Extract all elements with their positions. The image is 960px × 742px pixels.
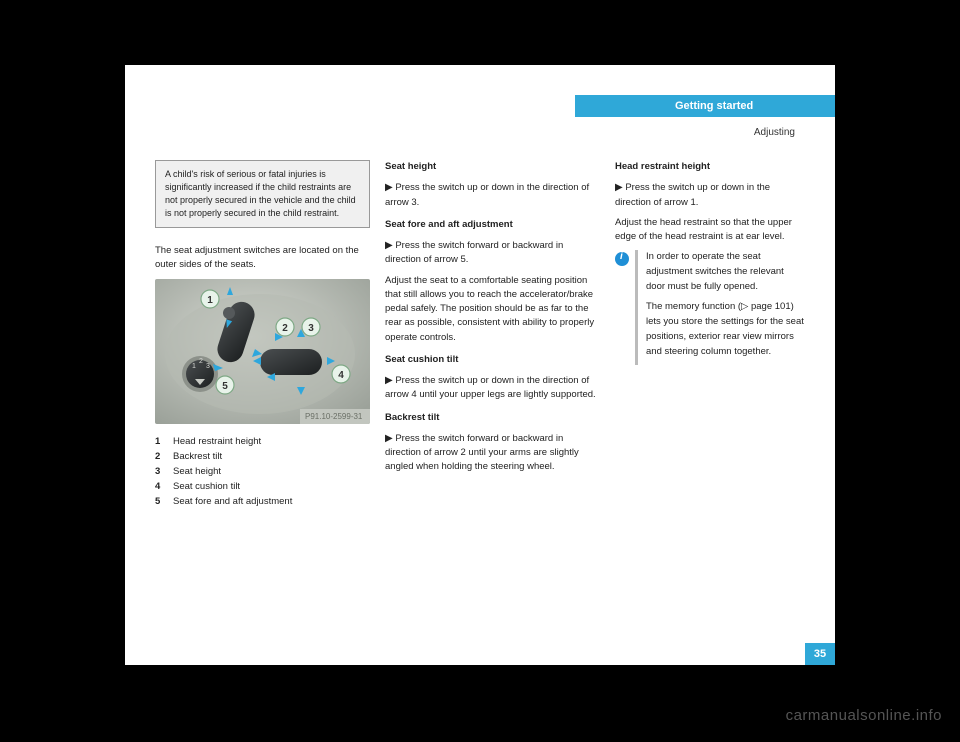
info-icon — [615, 252, 629, 266]
legend-row: 4Seat cushion tilt — [155, 479, 370, 494]
memory-label-2: 2 — [199, 358, 203, 365]
seat-foreaft-bullet: ▶ Press the switch forward or backward i… — [385, 238, 600, 268]
callout-1: 1 — [207, 295, 213, 306]
warning-box: A child's risk of serious or fatal injur… — [155, 160, 370, 228]
page-subtitle: Adjusting — [754, 127, 795, 138]
backrest-title: Backrest tilt — [385, 411, 600, 425]
legend: 1Head restraint height 2Backrest tilt 3S… — [155, 434, 370, 510]
column-1: A child's risk of serious or fatal injur… — [155, 160, 370, 510]
callout-3: 3 — [308, 323, 314, 334]
headrest-result: Adjust the head restraint so that the up… — [615, 216, 805, 245]
headrest-bullet: ▶ Press the switch up or down in the dir… — [615, 180, 805, 210]
seat-foreaft-result: Adjust the seat to a comfortable seating… — [385, 274, 600, 345]
memory-label-1: 1 — [192, 363, 196, 370]
backrest-bullet: ▶ Press the switch forward or backward i… — [385, 431, 600, 475]
seat-switch-svg: 1 2 3 — [155, 279, 370, 424]
seat-switch-figure: 1 2 3 — [155, 279, 370, 424]
legend-row: 5Seat fore and aft adjustment — [155, 494, 370, 509]
section-tab: Getting started — [575, 95, 835, 117]
callout-2: 2 — [282, 323, 288, 334]
seat-height-title: Seat height — [385, 160, 600, 174]
headrest-title: Head restraint height — [615, 160, 805, 174]
note-p1: In order to operate the seat adjustment … — [646, 250, 805, 294]
memory-label-3: 3 — [206, 363, 210, 370]
figure-ref: P91.10-2599-31 — [305, 412, 363, 421]
seat-height-bullet: ▶ Press the switch up or down in the dir… — [385, 180, 600, 210]
seat-cushion-title: Seat cushion tilt — [385, 353, 600, 367]
seat-foreaft-title: Seat fore and aft adjustment — [385, 218, 600, 232]
legend-row: 3Seat height — [155, 464, 370, 479]
column-2: Seat height ▶ Press the switch up or dow… — [385, 160, 600, 481]
info-note: In order to operate the seat adjustment … — [615, 250, 805, 365]
callout-5: 5 — [222, 381, 228, 392]
callout-4: 4 — [338, 370, 344, 381]
section-tab-label: Getting started — [675, 100, 753, 112]
intro-text: The seat adjustment switches are located… — [155, 244, 370, 273]
note-p2: The memory function (▷ page 101) lets yo… — [646, 300, 805, 359]
note-content: In order to operate the seat adjustment … — [635, 250, 805, 365]
manual-page: Getting started Adjusting A child's risk… — [125, 65, 835, 665]
watermark: carmanualsonline.info — [786, 707, 942, 724]
page-number: 35 — [805, 643, 835, 665]
legend-row: 2Backrest tilt — [155, 449, 370, 464]
legend-row: 1Head restraint height — [155, 434, 370, 449]
seat-cushion-bullet: ▶ Press the switch up or down in the dir… — [385, 373, 600, 403]
column-3: Head restraint height ▶ Press the switch… — [615, 160, 805, 365]
